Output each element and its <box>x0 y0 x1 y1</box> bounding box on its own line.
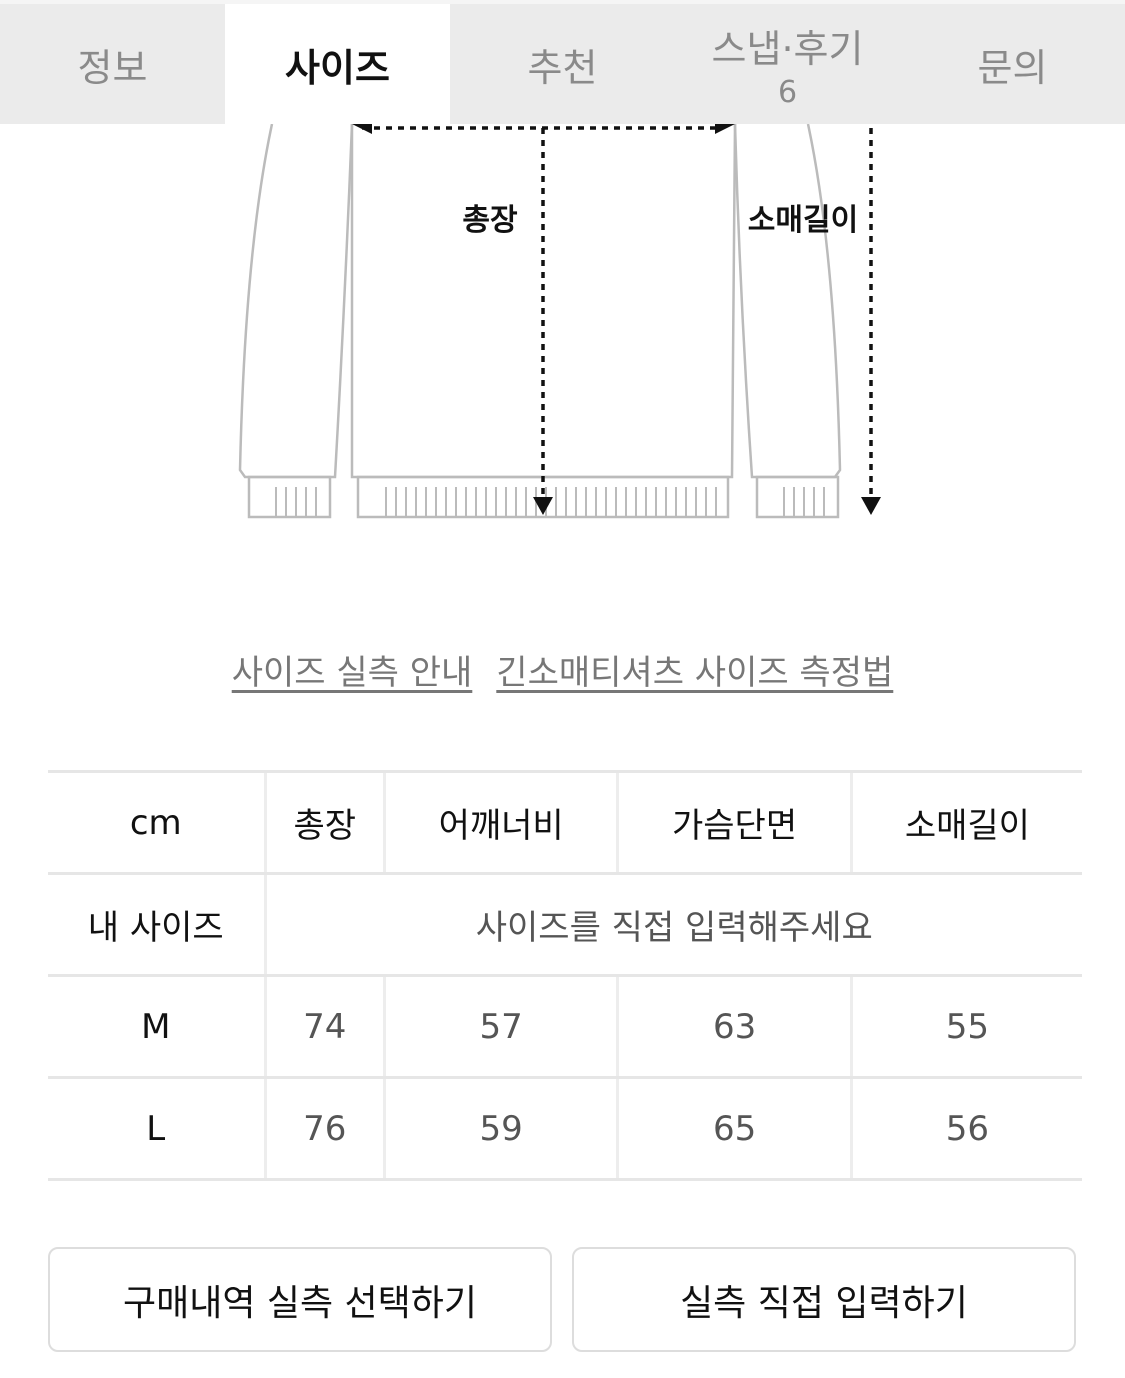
cell: 56 <box>849 1076 1082 1181</box>
size-diagram: 총장 소매길이 <box>238 124 881 519</box>
size-table: cm 총장 어깨너비 가슴단면 소매길이 내 사이즈 사이즈를 직접 입력해주세… <box>48 770 1082 1181</box>
tab-label: 사이즈 <box>285 45 390 90</box>
tab-label: 문의 <box>977 45 1048 90</box>
cell: 57 <box>382 974 618 1079</box>
guide-links: 사이즈 실측 안내 긴소매티셔츠 사이즈 측정법 <box>0 645 1125 694</box>
my-size-input-prompt[interactable]: 사이즈를 직접 입력해주세요 <box>263 872 1082 977</box>
arrow-left-icon <box>352 124 372 134</box>
table-row: M 74 57 63 55 <box>48 974 1082 1079</box>
size-label: L <box>48 1076 265 1181</box>
review-count: 6 <box>777 75 798 110</box>
cell: 76 <box>263 1076 385 1181</box>
tab-recommend[interactable]: 추천 <box>450 4 675 124</box>
right-sleeve <box>733 124 842 479</box>
sleeve-label: 소매길이 <box>748 203 858 238</box>
arrow-down-icon <box>861 497 881 515</box>
tab-label: 스냅·후기 <box>711 27 864 71</box>
left-cuff <box>247 475 332 519</box>
unit-header: cm <box>48 770 265 875</box>
manual-input-button[interactable]: 실측 직접 입력하기 <box>572 1247 1076 1352</box>
arrow-right-icon <box>715 124 735 134</box>
tab-label: 정보 <box>77 45 148 90</box>
tab-size[interactable]: 사이즈 <box>225 4 450 124</box>
column-header: 총장 <box>263 770 385 875</box>
length-label: 총장 <box>462 203 518 238</box>
tab-snap-review[interactable]: 스냅·후기 6 <box>675 4 900 124</box>
size-measure-guide-link[interactable]: 사이즈 실측 안내 <box>231 653 473 693</box>
table-row: L 76 59 65 56 <box>48 1076 1082 1181</box>
tab-info[interactable]: 정보 <box>0 4 225 124</box>
measure-method-link[interactable]: 긴소매티셔츠 사이즈 측정법 <box>496 653 894 693</box>
table-header-row: cm 총장 어깨너비 가슴단면 소매길이 <box>48 770 1082 875</box>
left-sleeve <box>238 124 354 479</box>
column-header: 어깨너비 <box>382 770 618 875</box>
my-size-row: 내 사이즈 사이즈를 직접 입력해주세요 <box>48 872 1082 977</box>
tab-bar: 정보 사이즈 추천 스냅·후기 6 문의 <box>0 0 1125 124</box>
cell: 74 <box>263 974 385 1079</box>
my-size-label: 내 사이즈 <box>48 872 265 977</box>
cell: 59 <box>382 1076 618 1181</box>
select-from-purchases-button[interactable]: 구매내역 실측 선택하기 <box>48 1247 552 1352</box>
cell: 63 <box>616 974 852 1079</box>
cell: 65 <box>616 1076 852 1181</box>
column-header: 소매길이 <box>849 770 1082 875</box>
tab-label: 추천 <box>527 45 598 90</box>
arrow-down-icon <box>533 497 553 515</box>
tab-inquiry[interactable]: 문의 <box>900 4 1125 124</box>
cell: 55 <box>849 974 1082 1079</box>
column-header: 가슴단면 <box>616 770 852 875</box>
size-label: M <box>48 974 265 1079</box>
right-cuff <box>755 475 840 519</box>
